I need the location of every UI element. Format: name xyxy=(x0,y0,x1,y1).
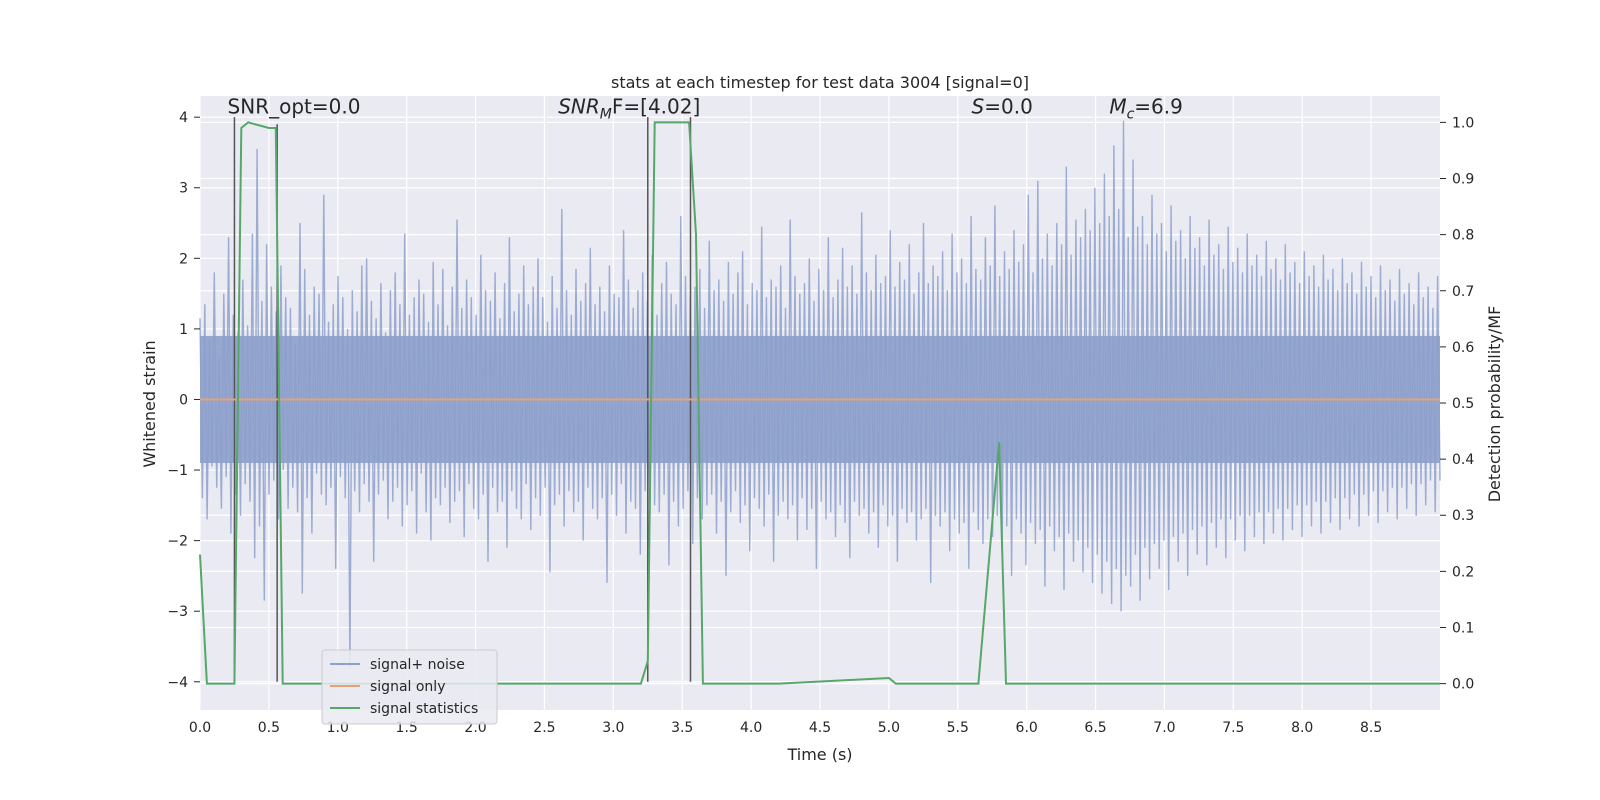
legend-label: signal only xyxy=(370,679,445,695)
y2-tick-label: 0.5 xyxy=(1452,396,1474,412)
y2-tick-label: 0.7 xyxy=(1452,284,1474,300)
y2-tick-label: 1.0 xyxy=(1452,115,1474,131)
y-tick-label: 1 xyxy=(179,322,188,338)
signal-statistics-series xyxy=(199,121,1440,685)
y-tick-label: −1 xyxy=(167,463,188,479)
y2-tick-label: 0.0 xyxy=(1452,677,1474,693)
y-tick-label: 3 xyxy=(179,181,188,197)
x-tick-label: 5.0 xyxy=(878,720,900,736)
x-tick-label: 5.5 xyxy=(947,720,969,736)
legend-label: signal statistics xyxy=(370,701,478,717)
y2-tick-label: 0.9 xyxy=(1452,172,1474,188)
x-tick-label: 8.0 xyxy=(1291,720,1313,736)
y2-tick-label: 0.1 xyxy=(1452,620,1474,636)
y2-tick-label: 0.6 xyxy=(1452,340,1474,356)
x-tick-label: 8.5 xyxy=(1360,720,1382,736)
x-axis-label: Time (s) xyxy=(786,745,852,764)
y2-axis-ticks: 0.0 0.1 0.2 0.3 0.4 0.5 0.6 0.7 0.8 0.9 1.0 xyxy=(1440,115,1474,693)
y-axis-label: Whitened strain xyxy=(140,340,159,467)
legend-box xyxy=(321,649,498,725)
x-tick-label: 7.0 xyxy=(1153,720,1175,736)
x-tick-label: 0.5 xyxy=(258,720,280,736)
y2-tick-label: 0.8 xyxy=(1452,228,1474,244)
signal-statistics-line xyxy=(199,121,1440,685)
y-tick-label: −4 xyxy=(167,675,188,691)
y2-tick-label: 0.3 xyxy=(1452,508,1474,524)
x-tick-label: 0.0 xyxy=(189,720,211,736)
x-tick-label: 7.5 xyxy=(1222,720,1244,736)
legend: signal+ noise signal only signal statistic… xyxy=(321,649,498,725)
y2-tick-label: 0.4 xyxy=(1452,452,1474,468)
x-tick-label: 3.5 xyxy=(671,720,693,736)
y-tick-label: 0 xyxy=(179,392,188,408)
x-tick-label: 4.0 xyxy=(740,720,762,736)
y2-tick-label: 0.2 xyxy=(1452,564,1474,580)
y-tick-label: 2 xyxy=(179,251,188,267)
annotations: SNR_opt=0.0 SNRMF=[4.02] S=0.0 Mc=6.9 xyxy=(228,95,1183,123)
x-axis-ticks: 0.0 0.5 1.0 1.5 2.0 2.5 3.0 3.5 4.0 4.5 5.0 5.5 6.0 6… xyxy=(189,720,1382,736)
y-tick-label: 4 xyxy=(179,110,188,126)
annotation: SNR_opt=0.0 xyxy=(228,95,361,119)
legend-label: signal+ noise xyxy=(370,657,465,673)
annotation: SNRMF=[4.02] xyxy=(558,95,700,123)
y-axis-ticks: −4 −3 −2 −1 0 1 2 3 4 xyxy=(167,110,200,691)
x-tick-label: 6.0 xyxy=(1016,720,1038,736)
y-tick-label: −3 xyxy=(167,604,188,620)
annotation: S=0.0 xyxy=(972,95,1033,119)
y2-axis-label: Detection probability/MF xyxy=(1485,306,1504,503)
x-tick-label: 4.5 xyxy=(809,720,831,736)
annotation: Mc=6.9 xyxy=(1109,95,1183,123)
chart-title: stats at each timestep for test data 300… xyxy=(611,73,1029,92)
y-tick-label: −2 xyxy=(167,534,188,550)
x-tick-label: 2.5 xyxy=(533,720,555,736)
x-tick-label: 3.0 xyxy=(602,720,624,736)
x-tick-label: 6.5 xyxy=(1084,720,1106,736)
